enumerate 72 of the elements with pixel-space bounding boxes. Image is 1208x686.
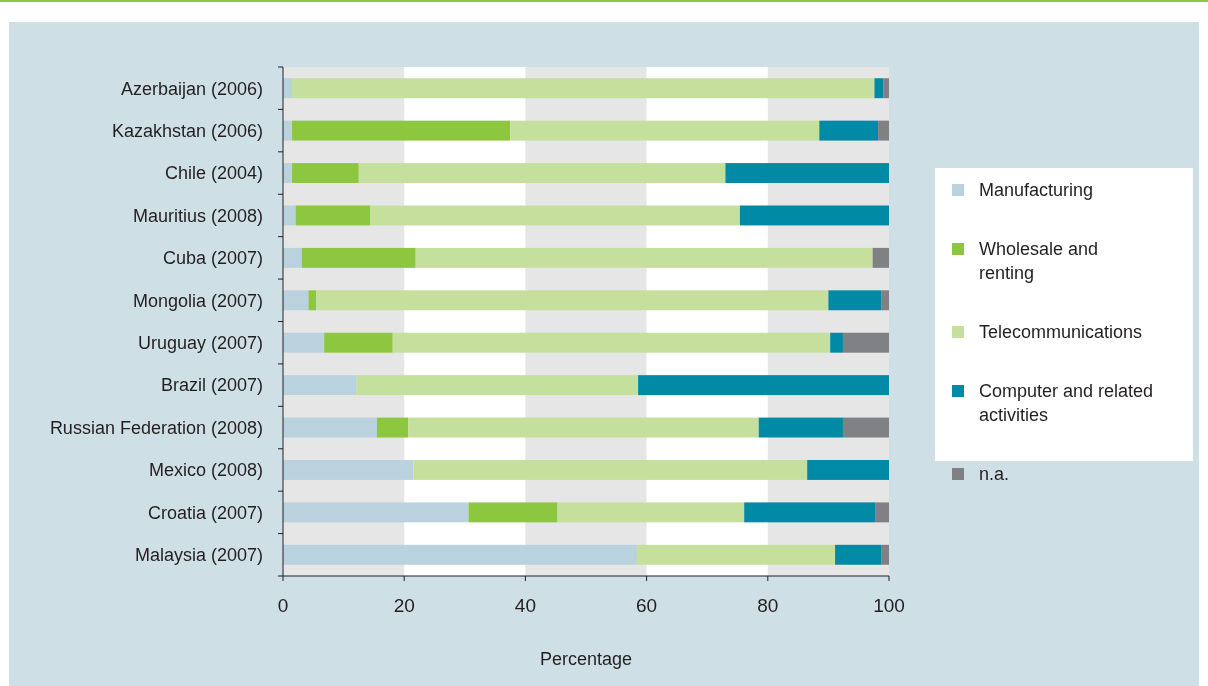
bar bbox=[883, 78, 889, 99]
bar bbox=[283, 502, 469, 523]
y-tick-label: Cuba (2007) bbox=[162, 248, 263, 269]
bar bbox=[758, 417, 843, 438]
bar bbox=[842, 417, 889, 438]
bar bbox=[408, 417, 759, 438]
bar bbox=[415, 247, 873, 268]
bar bbox=[283, 205, 296, 226]
y-tick-label: Mauritius (2008) bbox=[132, 205, 263, 226]
bar bbox=[874, 78, 884, 99]
bar bbox=[744, 502, 876, 523]
x-tick-label: 80 bbox=[757, 595, 779, 616]
y-tick-label: Russian Federation (2008) bbox=[49, 417, 263, 438]
y-tick-label: Mexico (2008) bbox=[148, 460, 263, 481]
bar bbox=[324, 332, 393, 353]
y-tick-label: Azerbaijan (2006) bbox=[120, 78, 263, 99]
bar bbox=[510, 120, 820, 141]
bar bbox=[292, 78, 875, 99]
bar bbox=[881, 290, 889, 311]
bar bbox=[830, 332, 843, 353]
bar bbox=[358, 163, 726, 184]
bar bbox=[295, 205, 371, 226]
bar bbox=[828, 290, 882, 311]
bar bbox=[872, 247, 889, 268]
bar bbox=[638, 375, 889, 396]
bar bbox=[283, 247, 302, 268]
bar bbox=[356, 375, 639, 396]
y-tick-label: Kazakhstan (2006) bbox=[111, 120, 263, 141]
bar bbox=[283, 290, 309, 311]
legend-label: Wholesale and renting bbox=[979, 239, 1099, 283]
bar bbox=[301, 247, 416, 268]
y-tick-label: Malaysia (2007) bbox=[134, 545, 263, 566]
x-tick-label: 100 bbox=[873, 595, 905, 616]
bar bbox=[842, 332, 889, 353]
bar bbox=[875, 502, 889, 523]
bar bbox=[316, 290, 829, 311]
x-tick-label: 60 bbox=[636, 595, 658, 616]
x-tick-label: 20 bbox=[393, 595, 415, 616]
bar bbox=[292, 163, 359, 184]
bar bbox=[819, 120, 879, 141]
bar bbox=[557, 502, 745, 523]
legend-label: Computer and related activities bbox=[979, 381, 1154, 425]
bar bbox=[376, 417, 409, 438]
bar bbox=[881, 544, 889, 565]
y-tick-label: Croatia (2007) bbox=[147, 502, 263, 523]
bar bbox=[283, 375, 357, 396]
y-tick-label: Mongolia (2007) bbox=[132, 290, 263, 311]
bar bbox=[878, 120, 889, 141]
bar bbox=[835, 544, 882, 565]
y-tick-label: Brazil (2007) bbox=[160, 375, 263, 396]
bar bbox=[636, 544, 836, 565]
legend-label: Telecommunications bbox=[979, 322, 1143, 343]
bar bbox=[392, 332, 831, 353]
bar bbox=[739, 205, 889, 226]
legend-label: Manufacturing bbox=[979, 180, 1094, 201]
bar bbox=[807, 459, 889, 480]
bar bbox=[283, 544, 637, 565]
bar bbox=[370, 205, 740, 226]
y-tick-label: Uruguay (2007) bbox=[137, 333, 263, 354]
x-axis-title: Percentage bbox=[539, 649, 633, 669]
bar bbox=[468, 502, 558, 523]
y-tick-label: Chile (2004) bbox=[164, 163, 263, 184]
bar bbox=[283, 417, 377, 438]
bar bbox=[308, 290, 317, 311]
bar bbox=[725, 163, 889, 184]
bar bbox=[292, 120, 511, 141]
bar bbox=[283, 459, 414, 480]
bar bbox=[413, 459, 808, 480]
legend-label: n.a. bbox=[979, 464, 1010, 485]
x-tick-label: 0 bbox=[277, 595, 289, 616]
x-tick-label: 40 bbox=[514, 595, 536, 616]
bar bbox=[283, 332, 325, 353]
